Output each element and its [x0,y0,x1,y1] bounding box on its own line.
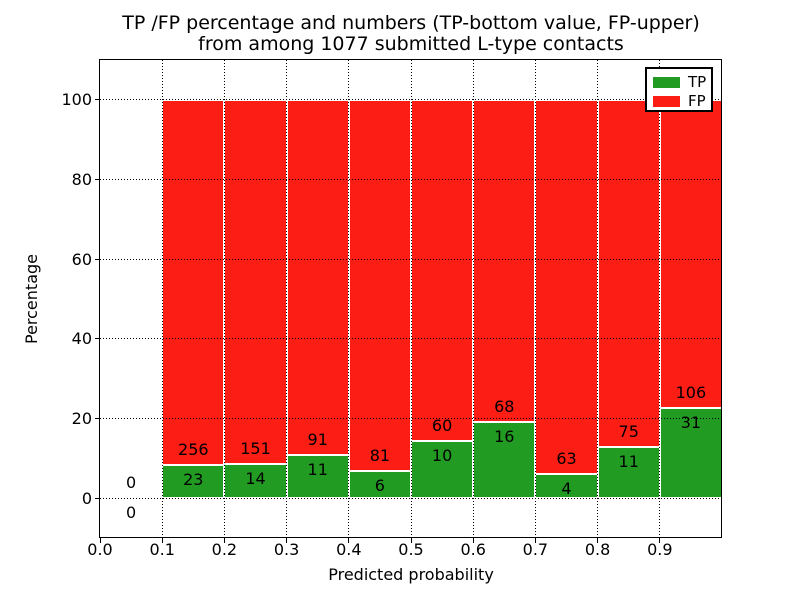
bar-label-fp-count: 60 [431,416,453,436]
x-tick [410,538,412,543]
x-tick [223,538,225,543]
chart-title-line-2: from among 1077 submitted L-type contact… [198,33,624,55]
bar-segment-fp [286,99,349,456]
grid-line-v [161,60,163,538]
x-tick [99,538,101,543]
x-tick [472,538,474,543]
bar-segment-fp [348,99,411,471]
y-tick [95,179,100,180]
x-tick [348,538,350,543]
y-tick [95,99,100,101]
bar-label-fp-count: 106 [675,383,707,403]
bar-label-fp-count: 81 [369,445,391,465]
bar-label-fp-count: 256 [178,440,209,460]
bar-segment-fp [535,99,598,475]
bar-segment-tp [473,422,536,499]
fp-swatch-icon [653,95,680,107]
y-tick [95,338,100,340]
legend-label: FP [688,91,706,110]
grid-line-v [597,60,599,538]
tp-swatch-icon [653,76,680,88]
y-tick [95,418,100,419]
grid-line-v [659,60,661,538]
bar-label-tp-count: 10 [431,446,453,466]
y-tick [95,258,100,260]
plot-area: TP FP 0 0 256 23 151 14 91 11 81 6 60 10 68 16 63 4 75 11 1… [99,59,722,538]
x-tick-label: 0.2 [211,540,238,559]
x-axis-label: Predicted probability [328,565,494,584]
bar-label-fp-count: 75 [618,422,639,442]
legend-item: FP [653,93,711,109]
bar-label-fp-count: 0 [126,473,137,493]
bar-segment-fp [224,99,287,465]
bar-label-tp-count: 31 [680,413,702,433]
x-tick-label: 0.8 [584,540,611,559]
bar-label-tp-count: 6 [374,475,385,495]
bar-label-fp-count: 151 [240,439,271,459]
x-tick [597,538,599,543]
bar-segment-tp [411,441,474,499]
legend: TP FP [645,67,713,112]
legend-item: TP [653,74,711,90]
bar-segment-tp [597,447,660,499]
bar-label-fp-count: 91 [307,430,328,450]
x-tick-label: 0.3 [273,540,300,559]
y-tick-label: 40 [71,329,92,349]
chart-title-line-1: TP /FP percentage and numbers (TP-bottom… [122,12,700,34]
bar-label-tp-count: 0 [126,503,137,523]
x-tick-label: 0.4 [336,540,362,559]
bar-label-tp-count: 11 [618,452,639,472]
x-tick [161,538,163,543]
bar-label-tp-count: 14 [245,469,266,489]
y-tick-label: 80 [71,170,92,189]
x-tick-label: 0.9 [647,540,673,559]
grid-line-v [534,60,536,538]
grid-line-v [348,60,350,538]
y-tick-label: 100 [61,90,92,110]
grid-line-v [286,60,288,538]
y-tick [95,497,100,499]
chart-title: TP /FP percentage and numbers (TP-bottom… [100,13,722,55]
x-tick [659,538,661,543]
y-tick-label: 0 [81,488,92,508]
grid-line-v [472,60,474,538]
bar-label-tp-count: 11 [307,460,328,480]
x-tick-label: 0.1 [149,540,175,559]
bar-segment-tp [659,408,722,499]
y-tick-label: 60 [71,249,92,269]
grid-line-v [410,60,412,538]
bar-label-fp-count: 63 [556,449,577,469]
bar-segment-fp [473,99,536,423]
bar-segment-tp [535,474,598,499]
y-axis-label: Percentage [22,253,41,345]
x-tick-label: 0.0 [87,540,113,559]
bar-segment-fp [659,99,722,409]
x-tick [534,538,536,543]
bar-label-tp-count: 4 [561,479,572,499]
bar-segment-fp [411,99,474,442]
x-tick-label: 0.5 [398,540,424,559]
bar-segment-tp [224,464,287,499]
bar-label-fp-count: 68 [494,397,515,417]
y-tick-label: 20 [71,409,92,428]
grid-line-v [223,60,225,538]
legend-label: TP [688,72,707,91]
x-tick [286,538,288,543]
x-tick-label: 0.7 [522,540,549,559]
bar-segment-fp [162,99,225,466]
x-tick-label: 0.6 [460,540,486,559]
bar-label-tp-count: 23 [183,470,204,490]
bar-segment-tp [348,470,411,499]
bar-segment-fp [597,99,660,448]
bar-label-tp-count: 16 [494,427,515,447]
